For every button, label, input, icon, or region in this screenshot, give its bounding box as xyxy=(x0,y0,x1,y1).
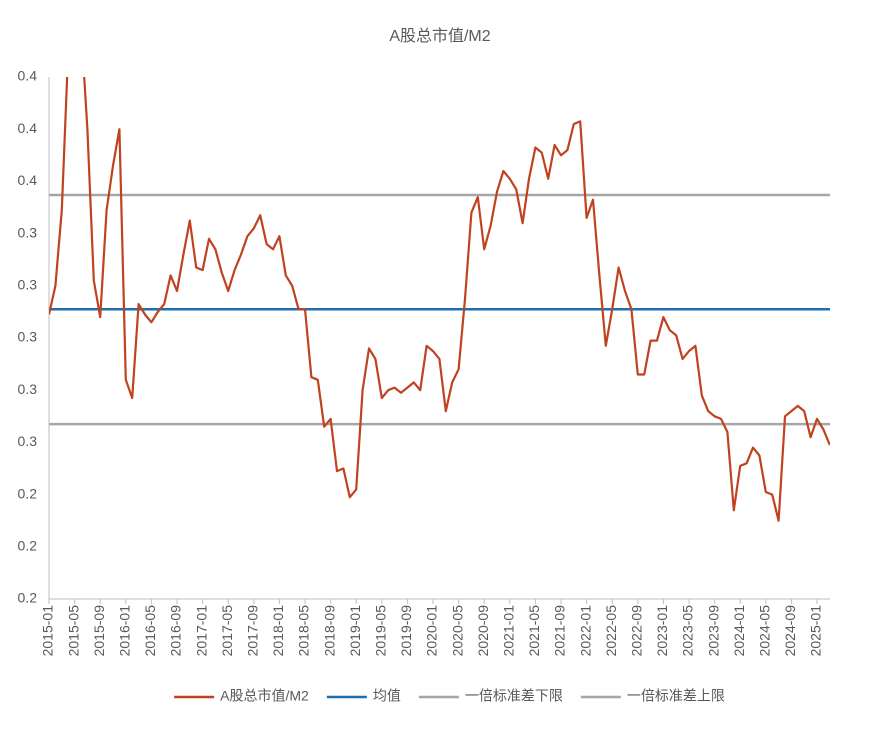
x-tick-label: 2019-05 xyxy=(373,605,389,657)
x-tick-label: 2020-05 xyxy=(449,605,465,657)
legend: A股总市值/M2 均值 一倍标准差下限 一倍标准差上限 xyxy=(174,688,725,704)
x-tick-label: 2024-05 xyxy=(757,605,773,657)
x-tick-label: 2024-09 xyxy=(782,605,798,657)
x-tick-label: 2025-01 xyxy=(808,605,824,657)
x-tick-label: 2015-05 xyxy=(65,605,81,657)
y-tick-label: 0.3 xyxy=(18,381,38,397)
x-tick-label: 2021-01 xyxy=(501,605,517,657)
x-tick-label: 2021-05 xyxy=(526,605,542,657)
y-tick-label: 0.3 xyxy=(18,329,38,345)
data-line xyxy=(49,77,830,522)
y-tick-label: 0.3 xyxy=(18,433,38,449)
x-tick-label: 2023-09 xyxy=(705,605,721,657)
x-tick-label: 2019-01 xyxy=(347,605,363,657)
y-tick-label: 0.3 xyxy=(18,224,38,240)
x-tick-label: 2022-09 xyxy=(629,605,645,657)
x-tick-label: 2021-09 xyxy=(552,605,568,657)
plot-area xyxy=(49,77,830,522)
x-tick-label: 2020-01 xyxy=(424,605,440,657)
legend-label: 一倍标准差上限 xyxy=(627,688,725,704)
y-tick-label: 0.4 xyxy=(18,172,38,188)
x-tick-label: 2016-01 xyxy=(117,605,133,657)
x-tick-label: 2018-05 xyxy=(296,605,312,657)
x-tick-label: 2017-05 xyxy=(219,605,235,657)
x-tick-label: 2022-01 xyxy=(577,605,593,657)
x-tick-label: 2015-01 xyxy=(40,605,56,657)
x-tick-label: 2017-01 xyxy=(193,605,209,657)
x-tick-label: 2018-01 xyxy=(270,605,286,657)
x-tick-label: 2016-09 xyxy=(168,605,184,657)
y-tick-label: 0.2 xyxy=(18,538,38,554)
y-tick-label: 0.2 xyxy=(18,590,38,606)
x-tick-label: 2023-01 xyxy=(654,605,670,657)
x-tick-label: 2023-05 xyxy=(680,605,696,657)
x-tick-label: 2015-09 xyxy=(91,605,107,657)
legend-label: 一倍标准差下限 xyxy=(465,688,563,704)
chart-title: A股总市值/M2 xyxy=(389,27,490,45)
x-tick-label: 2019-09 xyxy=(398,605,414,657)
x-tick-label: 2024-01 xyxy=(731,605,747,657)
y-tick-label: 0.2 xyxy=(18,485,38,501)
y-tick-label: 0.4 xyxy=(18,120,38,136)
y-tick-label: 0.4 xyxy=(18,68,38,84)
x-tick-label: 2016-05 xyxy=(142,605,158,657)
x-tick-label: 2022-05 xyxy=(603,605,619,657)
x-tick-label: 2020-09 xyxy=(475,605,491,657)
legend-label: 均值 xyxy=(373,688,401,704)
x-tick-label: 2018-09 xyxy=(321,605,337,657)
y-tick-label: 0.3 xyxy=(18,277,38,293)
legend-label: A股总市值/M2 xyxy=(220,688,309,704)
x-tick-label: 2017-09 xyxy=(245,605,261,657)
